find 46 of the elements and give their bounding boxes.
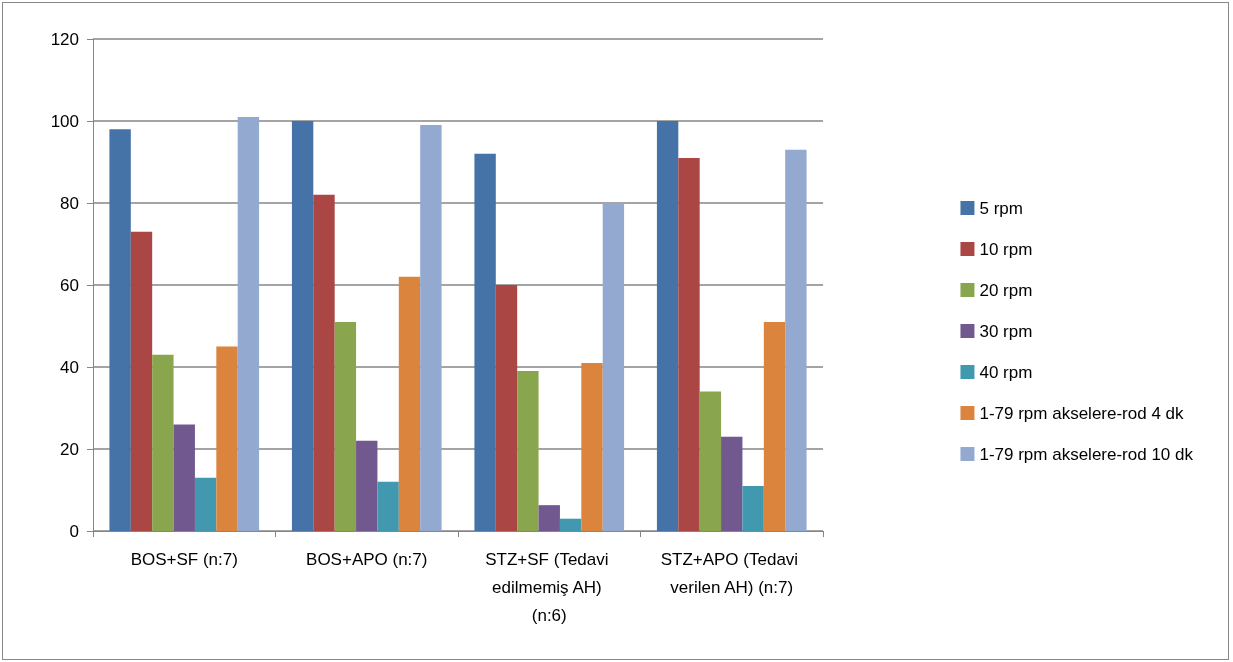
bar bbox=[398, 276, 421, 531]
bar bbox=[152, 354, 174, 531]
y-tick-label: 80 bbox=[60, 193, 79, 213]
x-tick-label: BOS+SF (n:7) bbox=[130, 549, 238, 569]
y-tick-label: 120 bbox=[50, 29, 79, 49]
x-tick-label: STZ+APO (Tedavi verilen AH) (n:7) bbox=[660, 549, 803, 597]
legend-label: 40 rpm bbox=[979, 362, 1033, 382]
bar bbox=[356, 440, 378, 531]
bar bbox=[194, 477, 217, 531]
legend-label: 1-79 rpm akselere-rod 10 dk bbox=[979, 444, 1194, 464]
bar bbox=[334, 321, 357, 531]
bar bbox=[517, 371, 539, 531]
legend-label: 20 rpm bbox=[979, 280, 1033, 300]
y-tick-label: 100 bbox=[50, 111, 79, 131]
x-tick-label: BOS+APO (n:7) bbox=[306, 549, 428, 569]
legend-label: 10 rpm bbox=[979, 239, 1033, 259]
bar bbox=[130, 231, 153, 531]
bar bbox=[721, 436, 743, 531]
bar bbox=[602, 203, 625, 531]
bar bbox=[678, 157, 700, 531]
bar bbox=[581, 362, 603, 531]
bar bbox=[173, 424, 195, 531]
bar bbox=[763, 321, 786, 531]
bar bbox=[377, 481, 399, 531]
bar bbox=[538, 505, 560, 531]
bar bbox=[559, 518, 582, 531]
y-tick-label: 60 bbox=[60, 275, 79, 295]
bar bbox=[216, 346, 238, 531]
bar bbox=[699, 391, 722, 531]
x-tick-label: STZ+SF (Tedavi edilmemiş AH) (n:6) bbox=[485, 549, 614, 625]
bar bbox=[237, 116, 260, 531]
bar bbox=[313, 194, 335, 531]
bar bbox=[291, 121, 314, 531]
y-tick-label: 40 bbox=[60, 357, 79, 377]
bar bbox=[420, 125, 442, 531]
bar bbox=[785, 149, 807, 531]
bar bbox=[742, 485, 764, 531]
bar bbox=[495, 285, 518, 531]
bar bbox=[109, 129, 131, 531]
bar bbox=[656, 121, 679, 531]
legend-label: 30 rpm bbox=[979, 321, 1033, 341]
y-tick-label: 0 bbox=[69, 521, 79, 541]
legend-label: 1-79 rpm akselere-rod 4 dk bbox=[979, 403, 1185, 423]
bar bbox=[474, 153, 496, 531]
y-tick-label: 20 bbox=[60, 439, 79, 459]
legend-label: 5 rpm bbox=[979, 198, 1023, 218]
